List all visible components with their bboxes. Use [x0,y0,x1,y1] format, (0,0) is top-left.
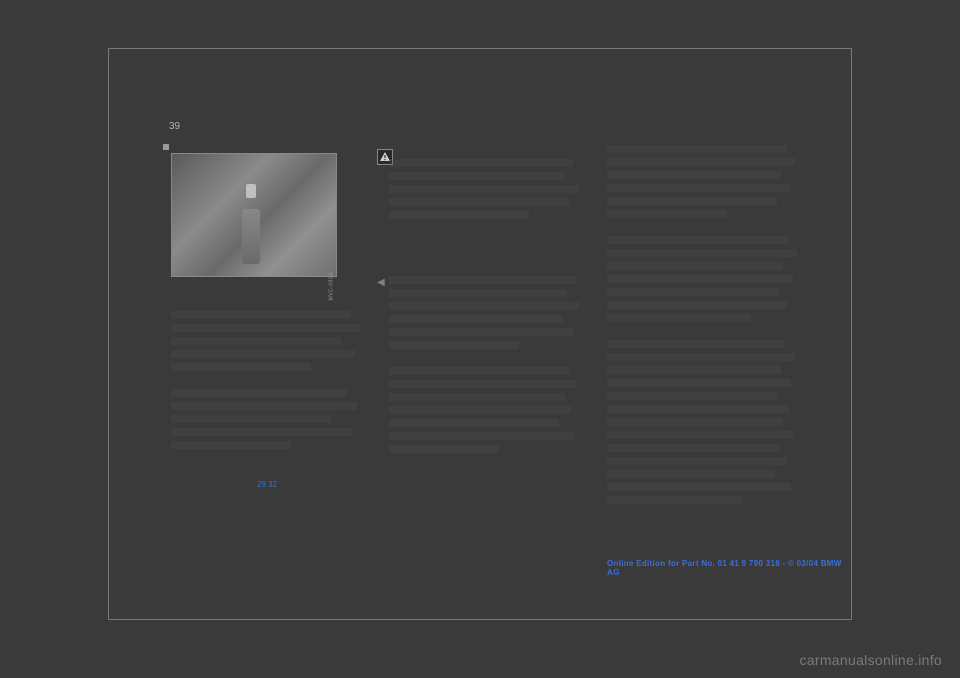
watermark-text: carmanualsonline.info [800,652,943,668]
seat-control-photo: MVC-092A [171,153,337,277]
online-edition-link[interactable]: Online Edition for Part No. 01 41 9 790 … [607,559,851,577]
page-number: 39 [169,121,180,132]
photo-id-label: MVC-092A [328,272,334,300]
callout-arrow-icon: ◀ [377,277,385,288]
page-frame: 39 MVC-092A ◀ 29 32 [108,48,852,620]
text-column-right [607,145,807,495]
page-reference-link[interactable]: 29 32 [257,474,277,492]
section-bullet [163,144,169,150]
text-column-middle [389,159,589,489]
text-column-left [171,311,371,461]
